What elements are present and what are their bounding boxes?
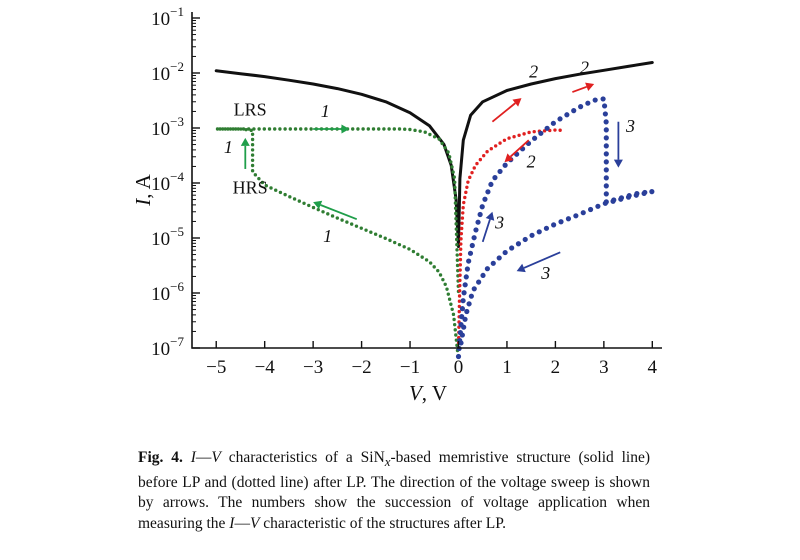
sequence-number-label: 3 bbox=[494, 212, 504, 232]
y-tick-label: 10−7 bbox=[151, 334, 184, 360]
series-solid-line bbox=[214, 61, 654, 248]
caption-subscript-x: x bbox=[384, 454, 391, 470]
x-tick-label: −1 bbox=[400, 357, 420, 378]
sequence-number-label: 2 bbox=[529, 62, 538, 82]
sequence-number-label: 3 bbox=[540, 263, 550, 283]
sequence-number-label: 2 bbox=[527, 152, 536, 172]
sweep-direction-arrow bbox=[504, 139, 530, 163]
y-tick-label: 10−6 bbox=[151, 279, 184, 305]
x-tick-label: −4 bbox=[255, 357, 276, 378]
sweep-direction-arrow bbox=[516, 251, 561, 273]
state-label: HRS bbox=[233, 177, 268, 197]
y-axis-title: I, A bbox=[131, 173, 155, 206]
sequence-number-label: 3 bbox=[625, 116, 635, 136]
caption-var-i: I bbox=[190, 449, 196, 466]
y-axis-var: I bbox=[131, 198, 155, 207]
series-layer bbox=[214, 61, 655, 360]
x-axis-title: V, V bbox=[409, 381, 447, 405]
sweep-direction-arrow bbox=[491, 98, 522, 123]
state-label: LRS bbox=[234, 99, 267, 119]
caption-fig-label: Fig. 4. bbox=[138, 449, 183, 466]
arrow-layer bbox=[240, 82, 623, 273]
y-tick-label: 10−3 bbox=[151, 114, 184, 140]
caption-dash: — bbox=[195, 449, 212, 466]
caption-text-2: -based memristive structure (solid line)… bbox=[138, 449, 650, 532]
caption-dash-2: — bbox=[234, 514, 250, 532]
sequence-number-label: 2 bbox=[580, 57, 589, 77]
sweep-direction-arrow bbox=[572, 82, 595, 93]
sequence-number-label: 1 bbox=[224, 137, 233, 157]
y-tick-label: 10−1 bbox=[151, 4, 184, 30]
series-dotted-line bbox=[455, 96, 655, 360]
caption-var-v-2: V bbox=[249, 514, 260, 532]
caption-text-1: characteristics of a SiN bbox=[220, 449, 385, 466]
x-tick-label: −2 bbox=[351, 357, 371, 378]
sweep-direction-arrow bbox=[240, 137, 250, 169]
x-tick-label: 3 bbox=[599, 357, 609, 378]
x-axis-var: V bbox=[409, 381, 424, 405]
y-axis-unit: , A bbox=[131, 173, 155, 198]
x-tick-label: 1 bbox=[502, 357, 512, 378]
sequence-number-label: 1 bbox=[321, 101, 330, 121]
caption-var-i-2: I bbox=[229, 514, 235, 532]
x-tick-label: 0 bbox=[454, 357, 464, 378]
series-dotted-line bbox=[214, 127, 461, 353]
x-tick-label: −5 bbox=[206, 357, 226, 378]
y-tick-label: 10−4 bbox=[151, 169, 184, 195]
axes bbox=[191, 12, 662, 349]
figure-caption: Fig. 4. I—V characteristics of a SiNx-ba… bbox=[138, 448, 650, 534]
caption-text-3: characteristic of the structures after L… bbox=[259, 514, 507, 532]
y-tick-label: 10−2 bbox=[151, 59, 184, 85]
y-tick-label: 10−5 bbox=[151, 224, 184, 250]
x-tick-label: −3 bbox=[303, 357, 323, 378]
sweep-direction-arrow bbox=[313, 200, 358, 221]
x-axis-unit: , V bbox=[422, 381, 447, 405]
sweep-direction-arrow bbox=[613, 121, 623, 168]
x-tick-label: 4 bbox=[648, 357, 658, 378]
caption-var-v: V bbox=[211, 449, 221, 466]
sequence-number-label: 1 bbox=[323, 226, 332, 246]
sweep-direction-arrow bbox=[481, 211, 495, 243]
sweep-direction-arrow bbox=[313, 124, 350, 134]
x-tick-label: 2 bbox=[551, 357, 561, 378]
